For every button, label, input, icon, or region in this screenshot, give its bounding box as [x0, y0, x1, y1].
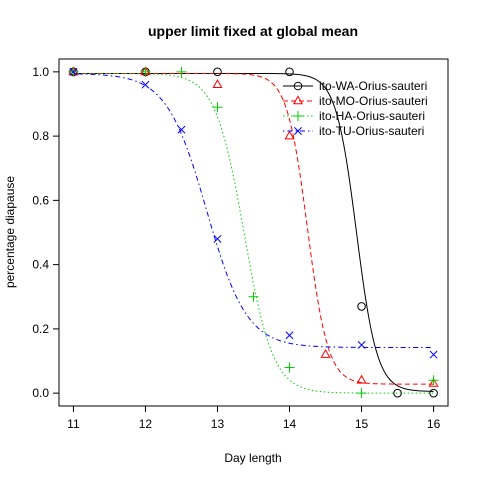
data-point-1	[213, 67, 222, 77]
data-point-2	[428, 377, 439, 387]
legend-label: ito-TU-Orius-sauteri	[319, 124, 424, 138]
y-tick-label: 0.4	[32, 258, 49, 272]
legend-marker	[294, 127, 302, 135]
x-tick-label: 16	[427, 417, 441, 431]
fit-curve-4	[73, 73, 434, 349]
data-points	[68, 66, 439, 399]
data-point-4	[69, 67, 78, 76]
data-point-3	[428, 375, 439, 386]
legend-label: ito-MO-Orius-sauteri	[319, 94, 428, 108]
axes: 11 12 13 14 15 16 0.0 0.2 0.4 0.6 0.8 1.0	[32, 65, 440, 431]
data-point-4	[213, 234, 222, 243]
x-tick-label: 15	[355, 417, 369, 431]
x-tick-label: 13	[211, 417, 225, 431]
data-point-4	[429, 350, 438, 359]
x-tick-label: 14	[283, 417, 297, 431]
y-tick-label: 0.0	[32, 386, 49, 400]
y-axis-label: percentage diapause	[3, 176, 17, 288]
x-axis-label: Day length	[224, 451, 281, 465]
data-point-3	[284, 362, 295, 373]
data-point-1	[285, 67, 294, 77]
data-point-3	[176, 66, 187, 77]
data-point-2	[320, 348, 331, 358]
data-point-1	[357, 302, 366, 311]
data-point-2	[212, 79, 223, 89]
data-point-4	[141, 80, 150, 89]
data-point-1	[393, 388, 402, 398]
data-point-3	[212, 102, 223, 113]
fit-curve-3	[73, 72, 434, 394]
data-point-3	[248, 291, 259, 302]
legend-label: ito-HA-Orius-sauteri	[319, 109, 425, 123]
data-point-3	[356, 388, 367, 399]
chart-title: upper limit fixed at global mean	[148, 23, 358, 39]
legend-label: ito-WA-Orius-sauteri	[319, 79, 427, 93]
legend-marker	[292, 95, 304, 105]
data-point-4	[177, 125, 186, 134]
y-tick-label: 0.6	[32, 193, 49, 207]
data-point-4	[357, 341, 366, 349]
legend-marker	[293, 111, 303, 121]
data-point-2	[356, 374, 367, 384]
x-tick-label: 11	[67, 417, 80, 431]
legend-marker	[293, 81, 303, 91]
y-tick-label: 0.2	[32, 322, 49, 336]
legend: ito-WA-Orius-sauteriito-MO-Orius-sauteri…	[283, 79, 428, 138]
data-point-4	[285, 331, 294, 340]
y-tick-label: 1.0	[32, 65, 49, 79]
data-point-2	[284, 130, 295, 140]
fit-curves	[73, 72, 434, 394]
data-point-1	[429, 388, 438, 398]
y-tick-label: 0.8	[32, 129, 49, 143]
x-tick-label: 12	[139, 417, 153, 431]
data-point-3	[140, 66, 151, 77]
